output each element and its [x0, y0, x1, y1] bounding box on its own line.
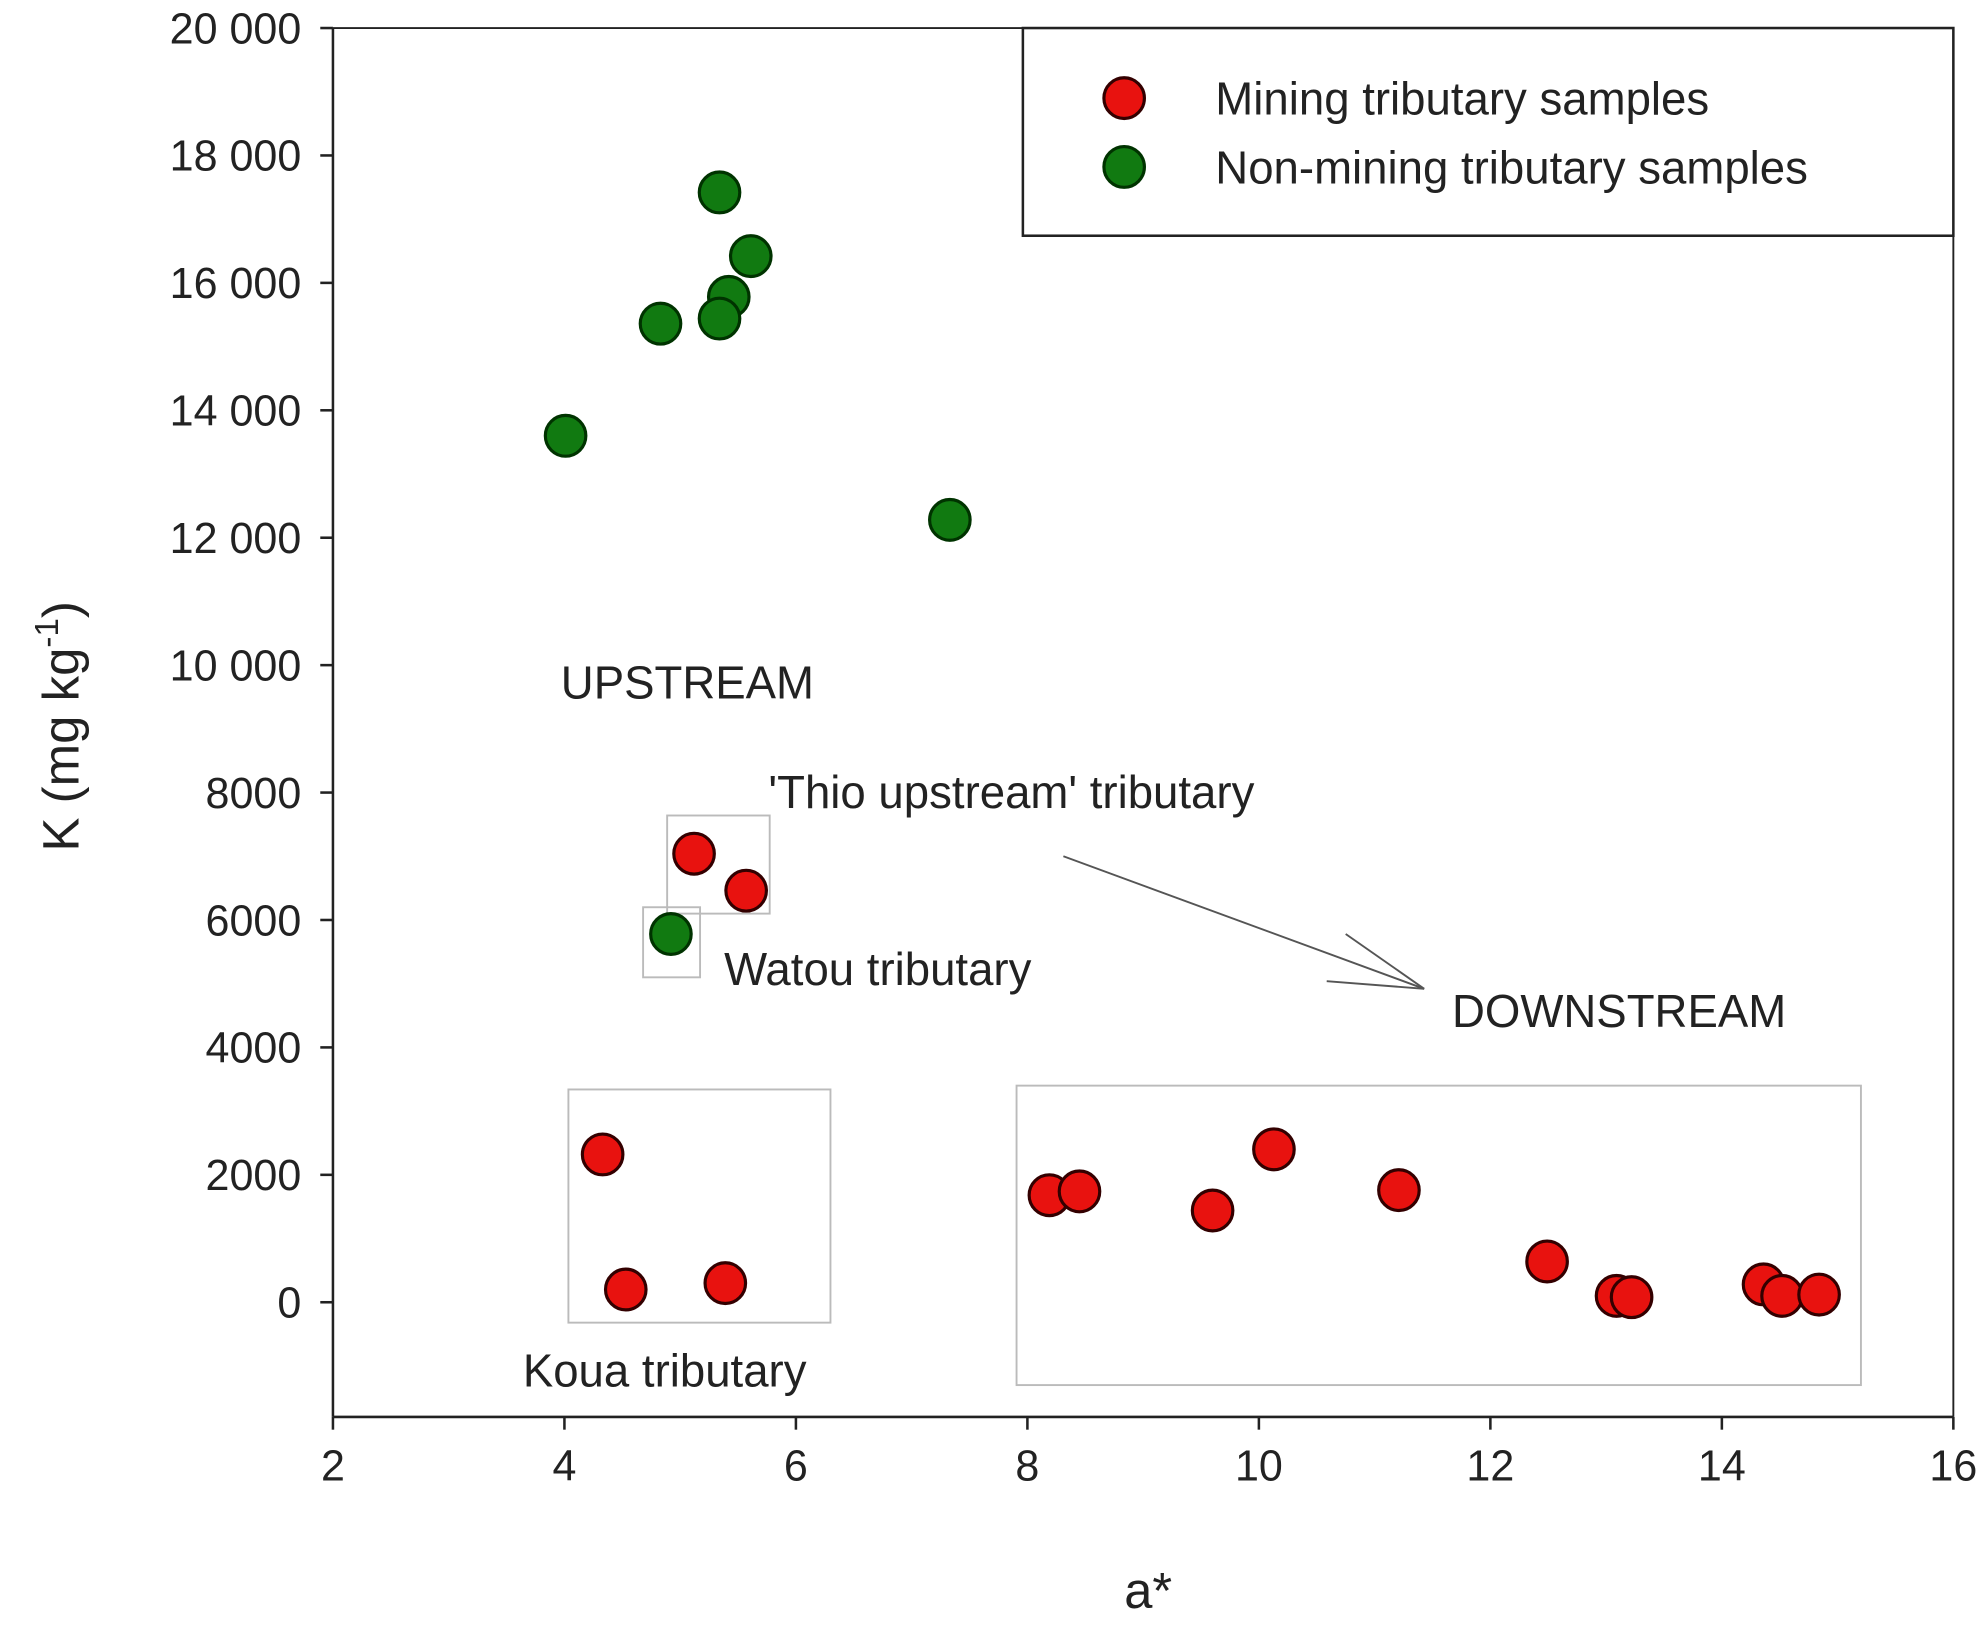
y-tick-label: 2000	[206, 1152, 302, 1200]
data-point-nonmining	[543, 413, 588, 458]
data-point-mining	[580, 1132, 625, 1177]
y-tick-label: 18 000	[170, 133, 302, 181]
x-tick-label: 14	[1698, 1443, 1746, 1491]
data-point-nonmining	[649, 912, 693, 956]
data-point-mining	[1760, 1273, 1804, 1318]
y-axis-label-main: K (mg kg	[33, 648, 90, 852]
data-point-mining	[703, 1261, 748, 1306]
data-point-mining	[1190, 1188, 1235, 1233]
x-tick-label: 8	[1015, 1443, 1039, 1491]
data-point-mining	[1252, 1127, 1296, 1172]
y-axis-label-sup: -1	[28, 618, 65, 647]
data-point-mining	[603, 1267, 648, 1312]
data-point-mining	[1797, 1272, 1841, 1317]
thio-box	[666, 814, 771, 915]
downstream-arrow	[1063, 855, 1425, 990]
legend-label-nonmining: Non-mining tributary samples	[1215, 142, 1808, 193]
y-tick-label: 0	[277, 1279, 301, 1327]
annotation-thio: 'Thio upstream' tributary	[768, 767, 1254, 818]
legend-box	[1021, 26, 1955, 238]
data-point-nonmining	[638, 301, 683, 346]
y-tick-label: 6000	[206, 897, 302, 945]
y-tick-label: 16 000	[170, 260, 302, 308]
data-point-mining	[724, 868, 768, 913]
x-tick-label: 10	[1235, 1443, 1283, 1491]
watou-box	[642, 906, 702, 979]
annotation-koua: Koua tributary	[523, 1345, 807, 1396]
y-tick-label: 8000	[206, 770, 302, 818]
koua-box	[567, 1088, 832, 1324]
y-axis-label: K (mg kg-1)	[28, 601, 89, 851]
data-point-mining	[1609, 1275, 1654, 1320]
legend-label-mining: Mining tributary samples	[1215, 74, 1709, 125]
y-axis-label-close: )	[33, 601, 90, 618]
y-tick-label: 10 000	[170, 642, 302, 690]
data-point-nonmining	[928, 497, 972, 542]
data-point-mining	[1525, 1239, 1569, 1284]
annotation-downstream: DOWNSTREAM	[1452, 986, 1786, 1037]
x-tick-label: 16	[1929, 1443, 1977, 1491]
y-tick-label: 12 000	[170, 515, 302, 563]
annotation-watou: Watou tributary	[724, 944, 1031, 995]
data-point-mining	[1057, 1169, 1102, 1214]
legend: Mining tributary samples Non-mining trib…	[1021, 26, 1955, 238]
x-tick-label: 6	[784, 1443, 808, 1491]
downstream-box	[1015, 1084, 1862, 1387]
data-point-nonmining	[728, 234, 773, 279]
y-tick-label: 20 000	[170, 5, 302, 53]
data-point-nonmining	[697, 296, 742, 341]
data-point-mining	[672, 831, 716, 876]
data-point-mining	[1377, 1168, 1421, 1213]
x-tick-label: 12	[1466, 1443, 1514, 1491]
data-point-nonmining	[697, 170, 742, 215]
x-tick-label: 4	[552, 1443, 576, 1491]
legend-marker-mining	[1102, 76, 1146, 121]
legend-marker-nonmining	[1102, 144, 1146, 189]
x-axis-label: a*	[1124, 1562, 1172, 1619]
x-tick-label: 2	[321, 1443, 345, 1491]
annotation-upstream: UPSTREAM	[561, 657, 814, 708]
region-boxes	[567, 814, 1862, 1387]
y-tick-label: 14 000	[170, 387, 302, 435]
y-tick-label: 4000	[206, 1025, 302, 1073]
